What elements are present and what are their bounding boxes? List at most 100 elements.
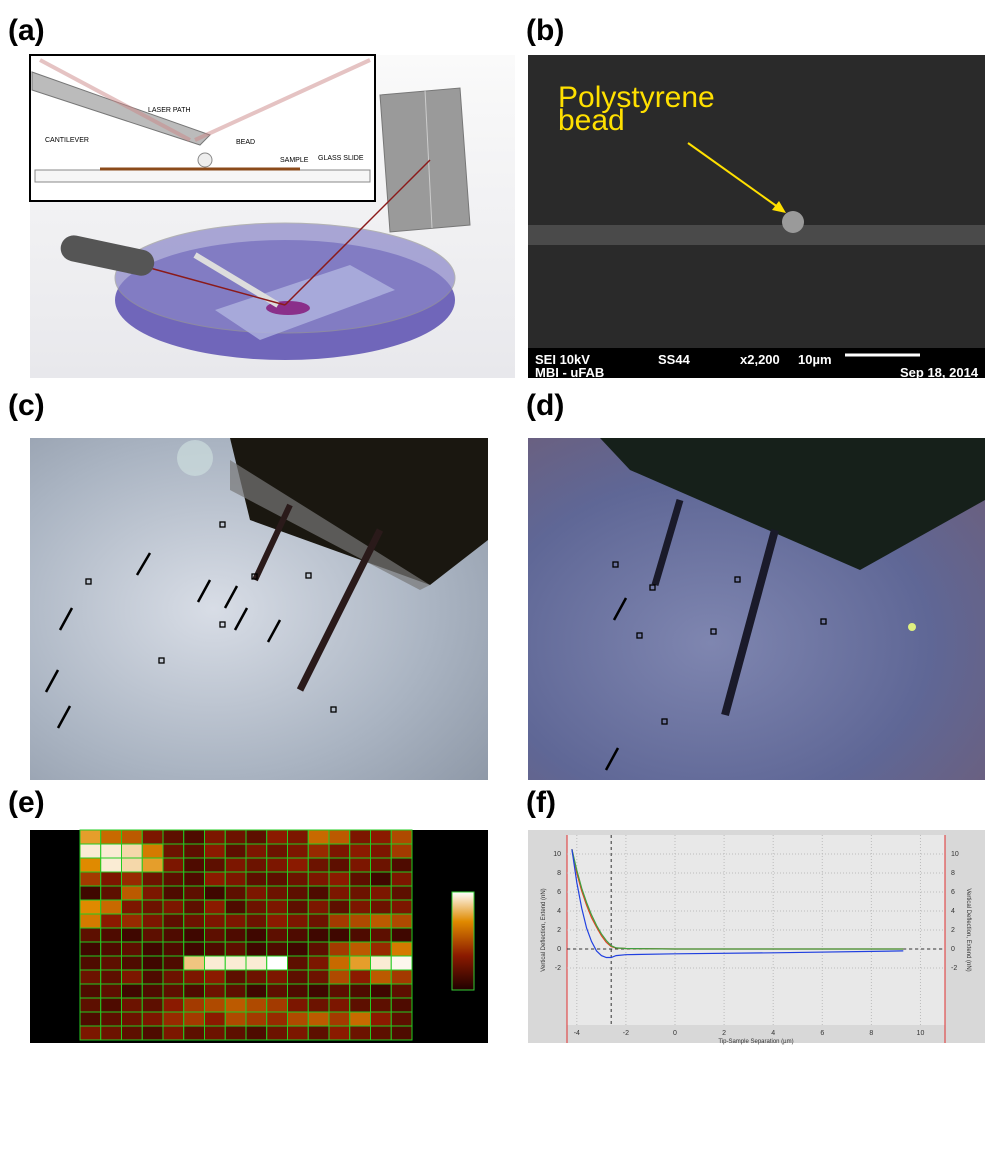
heatmap-cell: [308, 900, 329, 914]
heatmap-cell: [205, 1026, 226, 1040]
bubble: [177, 440, 213, 476]
heatmap-cell: [184, 900, 205, 914]
heatmap-cell: [163, 970, 184, 984]
heatmap-cell: [246, 1026, 267, 1040]
heatmap-cell: [329, 1026, 350, 1040]
heatmap-cell: [329, 1012, 350, 1026]
heatmap-cell: [163, 914, 184, 928]
heatmap-cell: [163, 844, 184, 858]
heatmap-cell: [80, 914, 101, 928]
annotation: bead: [558, 104, 625, 137]
heatmap-cell: [329, 858, 350, 872]
heatmap-cell: [205, 998, 226, 1012]
heatmap-cell: [267, 942, 288, 956]
heatmap-cell: [288, 872, 309, 886]
heatmap-cell: [122, 1012, 143, 1026]
heatmap-cell: [267, 1012, 288, 1026]
heatmap-cell: [288, 1012, 309, 1026]
heatmap-cell: [267, 970, 288, 984]
heatmap-cell: [101, 900, 122, 914]
heatmap-cell: [80, 886, 101, 900]
heatmap-cell: [142, 830, 163, 844]
heatmap-cell: [329, 872, 350, 886]
heatmap-cell: [308, 914, 329, 928]
heatmap-cell: [184, 872, 205, 886]
heatmap-cell: [267, 1026, 288, 1040]
heatmap-cell: [225, 1012, 246, 1026]
heatmap-cell: [288, 970, 309, 984]
y-tick-label: -2: [555, 965, 561, 972]
heatmap-cell: [101, 970, 122, 984]
bead: [198, 153, 212, 167]
heatmap-cell: [308, 956, 329, 970]
heatmap-cell: [225, 886, 246, 900]
heatmap-cell: [122, 928, 143, 942]
heatmap-cell: [329, 956, 350, 970]
heatmap-cell: [329, 984, 350, 998]
heatmap-cell: [101, 956, 122, 970]
y2-tick-label: 8: [951, 870, 955, 877]
heatmap-cell: [308, 844, 329, 858]
x-tick-label: -2: [623, 1030, 629, 1037]
heatmap-cell: [371, 942, 392, 956]
heatmap-cell: [371, 844, 392, 858]
heatmap-cell: [142, 984, 163, 998]
heatmap-cell: [391, 844, 412, 858]
heatmap-cell: [184, 858, 205, 872]
heatmap-cell: [267, 830, 288, 844]
heatmap-cell: [142, 844, 163, 858]
heatmap-cell: [246, 830, 267, 844]
heatmap-cell: [163, 956, 184, 970]
heatmap-cell: [329, 970, 350, 984]
panel-label: (a): [8, 14, 45, 47]
heatmap-cell: [350, 886, 371, 900]
heatmap-cell: [288, 844, 309, 858]
panel-label: (f): [526, 786, 556, 819]
heatmap-cell: [122, 914, 143, 928]
panel-label: (b): [526, 14, 564, 47]
panel-b: Polystyrene bead SEI 10kV SS44 x2,200 10…: [528, 55, 985, 380]
heatmap-cell: [350, 858, 371, 872]
heatmap-cell: [371, 998, 392, 1012]
heatmap-cell: [101, 858, 122, 872]
x-tick-label: 0: [673, 1030, 677, 1037]
heatmap-cell: [308, 1026, 329, 1040]
heatmap-cell: [142, 928, 163, 942]
heatmap-cell: [288, 956, 309, 970]
heatmap-cell: [142, 858, 163, 872]
heatmap-cell: [267, 998, 288, 1012]
inset-label: LASER PATH: [148, 107, 191, 114]
heatmap-cell: [205, 984, 226, 998]
panel-label: (c): [8, 389, 45, 422]
spot: [908, 623, 916, 631]
inset-label: CANTILEVER: [45, 137, 89, 144]
heatmap-cell: [308, 984, 329, 998]
heatmap-cell: [267, 900, 288, 914]
heatmap-cell: [163, 928, 184, 942]
heatmap-cell: [122, 1026, 143, 1040]
heatmap-cell: [122, 998, 143, 1012]
heatmap-cell: [391, 830, 412, 844]
panel-d: [528, 438, 985, 780]
heatmap-cell: [80, 956, 101, 970]
heatmap-cell: [350, 970, 371, 984]
heatmap-cell: [101, 872, 122, 886]
heatmap-cell: [350, 956, 371, 970]
heatmap-cell: [205, 942, 226, 956]
heatmap-cell: [350, 998, 371, 1012]
heatmap-cell: [122, 900, 143, 914]
heatmap-cell: [142, 956, 163, 970]
heatmap-cell: [122, 942, 143, 956]
heatmap-cell: [142, 998, 163, 1012]
heatmap-cell: [205, 830, 226, 844]
heatmap-cell: [163, 984, 184, 998]
figure: (a) (b) (c) (d) (e) (f) LASER PATH CANTI…: [0, 0, 985, 1153]
y-tick-label: 4: [557, 908, 561, 915]
heatmap-cell: [391, 970, 412, 984]
heatmap-cell: [267, 872, 288, 886]
heatmap-cell: [329, 998, 350, 1012]
colorbar: [452, 892, 474, 990]
heatmap-cell: [184, 1026, 205, 1040]
cantilever: [528, 225, 985, 245]
heatmap-cell: [184, 928, 205, 942]
